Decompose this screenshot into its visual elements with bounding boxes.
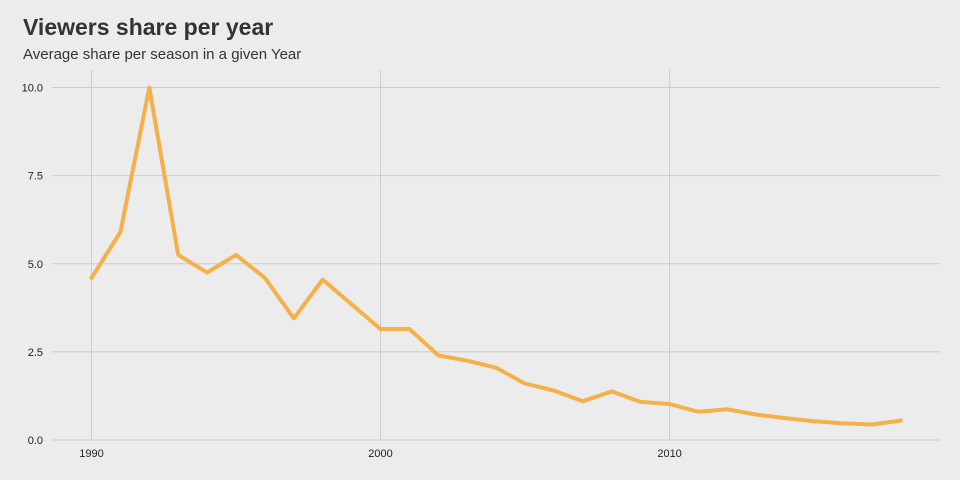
series-line: [89, 85, 903, 427]
x-tick-label: 2000: [368, 448, 392, 460]
y-tick-label: 10.0: [22, 83, 43, 95]
y-tick-label: 5.0: [28, 259, 43, 271]
y-tick-label: 2.5: [28, 347, 43, 359]
y-tick-label: 0.0: [28, 435, 43, 447]
chart-title: Viewers share per year: [23, 14, 274, 40]
x-tick-label: 1990: [79, 448, 103, 460]
x-tick-label: 2010: [657, 448, 681, 460]
y-tick-label: 7.5: [28, 171, 43, 183]
chart-subtitle: Average share per season in a given Year: [23, 46, 302, 63]
